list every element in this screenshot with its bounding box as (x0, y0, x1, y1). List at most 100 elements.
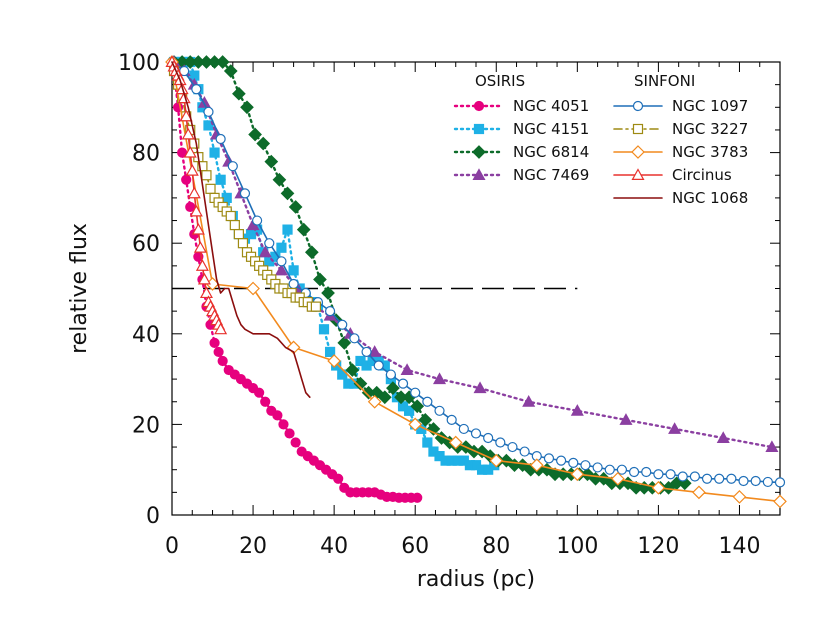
data-point-ngc-6814 (377, 390, 392, 405)
data-point-ngc-6814 (248, 127, 262, 142)
data-point-ngc-3783 (367, 394, 382, 409)
data-point-ngc-6814 (353, 376, 368, 391)
legend-marker-ngc-3227 (632, 123, 644, 135)
data-point-ngc-3227 (233, 229, 244, 240)
data-point-ngc-7469 (433, 372, 447, 385)
series-line-ngc-6814 (172, 60, 686, 489)
data-point-ngc-1097 (750, 475, 761, 487)
data-point-ngc-1097 (774, 477, 786, 488)
legend-marker-ngc-1097 (632, 100, 644, 112)
data-point-ngc-3227 (201, 170, 212, 181)
legend-label-circinus: Circinus (672, 166, 732, 184)
data-point-ngc-1097 (410, 387, 421, 398)
data-point-ngc-6814 (215, 55, 230, 69)
legend-label-ngc-1068: NGC 1068 (672, 189, 748, 207)
data-point-ngc-7469 (619, 413, 633, 425)
data-point-ngc-6814 (499, 453, 514, 468)
x-tick-label: 100 (556, 534, 598, 559)
data-point-ngc-6814 (240, 100, 254, 115)
data-point-ngc-1097 (701, 473, 713, 484)
data-point-ngc-4151 (422, 437, 433, 448)
data-point-ngc-1097 (628, 466, 640, 478)
legend-marker-ngc-6814 (472, 145, 486, 159)
data-point-ngc-3227 (205, 183, 216, 194)
data-point-ngc-4051 (284, 428, 295, 439)
x-axis-label: radius (pc) (417, 567, 535, 592)
data-point-ngc-1097 (641, 466, 652, 478)
data-point-ngc-1097 (689, 471, 700, 482)
data-point-ngc-1097 (677, 471, 688, 482)
data-point-circinus (187, 186, 201, 199)
data-point-ngc-1097 (349, 333, 360, 344)
data-point-ngc-1097 (604, 464, 615, 475)
legend-label-ngc-7469: NGC 7469 (513, 166, 589, 184)
legend-label-ngc-3783: NGC 3783 (672, 143, 748, 161)
data-point-ngc-7469 (668, 422, 682, 434)
x-tick-label: 140 (718, 534, 760, 559)
series-line-ngc-3783 (171, 61, 781, 503)
legend-label-ngc-6814: NGC 6814 (513, 143, 589, 161)
data-point-ngc-6814 (272, 172, 287, 187)
x-tick-label: 80 (482, 534, 510, 559)
data-point-ngc-3227 (310, 301, 321, 312)
data-point-ngc-1097 (264, 238, 275, 249)
data-point-ngc-3783 (651, 480, 666, 495)
series-ngc-1097 (166, 56, 786, 488)
data-point-ngc-1097 (470, 428, 482, 439)
data-point-ngc-1097 (616, 464, 628, 475)
y-tick-label: 60 (132, 232, 160, 257)
data-point-ngc-4051 (217, 355, 228, 367)
data-point-ngc-7469 (274, 263, 288, 276)
series-layer (165, 55, 787, 509)
data-point-ngc-1097 (592, 462, 603, 473)
data-point-ngc-1097 (495, 437, 506, 448)
data-point-ngc-3783 (732, 490, 747, 504)
data-point-ngc-6814 (313, 272, 327, 287)
data-point-ngc-3783 (529, 458, 544, 473)
data-point-ngc-1097 (446, 414, 457, 425)
data-point-ngc-6814 (256, 136, 271, 151)
series-line-ngc-7469 (172, 60, 774, 449)
data-point-ngc-4151 (318, 324, 330, 335)
data-point-circinus (214, 322, 228, 335)
legend-label-ngc-4151: NGC 4151 (513, 120, 589, 138)
data-point-ngc-4151 (276, 242, 287, 253)
data-point-ngc-6814 (321, 286, 335, 300)
data-point-ngc-1097 (665, 469, 676, 480)
data-point-ngc-4151 (288, 265, 299, 276)
data-point-ngc-3783 (570, 467, 585, 482)
data-point-ngc-4051 (272, 410, 283, 421)
data-point-ngc-4051 (278, 419, 289, 430)
data-point-ngc-7469 (197, 96, 211, 108)
data-point-circinus (199, 286, 213, 299)
data-point-ngc-6814 (232, 86, 246, 101)
y-axis-label: relative flux (67, 223, 92, 354)
data-point-ngc-4151 (209, 147, 220, 158)
data-point-ngc-3783 (408, 417, 423, 432)
legend-label-ngc-4051: NGC 4051 (513, 97, 589, 115)
data-point-ngc-3783 (448, 435, 463, 450)
series-ngc-3227 (168, 65, 321, 312)
data-point-ngc-6814 (296, 222, 311, 237)
legend-label-ngc-3227: NGC 3227 (672, 120, 748, 138)
data-point-ngc-1097 (227, 161, 238, 172)
data-point-ngc-4051 (412, 492, 423, 503)
data-point-ngc-1097 (738, 475, 749, 487)
data-point-ngc-6814 (288, 200, 303, 214)
data-point-ngc-4051 (185, 201, 196, 213)
x-tick-label: 40 (320, 534, 348, 559)
data-point-ngc-4051 (213, 346, 224, 358)
legend-title-osiris: OSIRIS (475, 72, 525, 90)
data-point-ngc-1097 (519, 446, 530, 457)
data-point-ngc-1097 (373, 360, 384, 371)
data-point-ngc-7469 (522, 395, 536, 407)
data-point-ngc-1097 (714, 473, 725, 484)
legend: OSIRIS NGC 4051 NGC 4151 NGC 6814 NGC 7469 SI… (453, 72, 748, 207)
data-point-ngc-6814 (223, 64, 238, 78)
data-point-circinus (195, 259, 209, 271)
data-point-ngc-3227 (229, 219, 240, 231)
data-point-ngc-7469 (716, 431, 730, 443)
data-point-ngc-1097 (397, 378, 409, 389)
series-ngc-6814 (167, 55, 692, 495)
